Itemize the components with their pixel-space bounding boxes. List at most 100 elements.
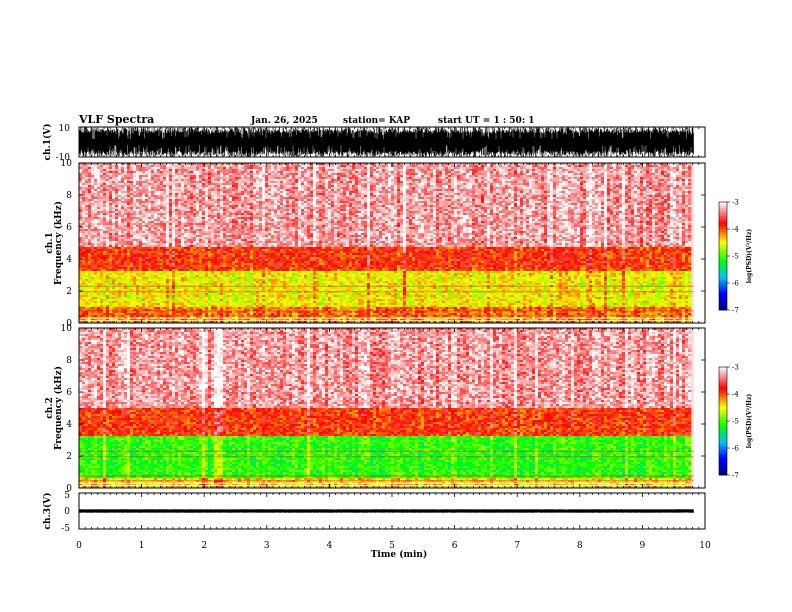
spectrogram-cell xyxy=(544,169,548,172)
spectrogram-cell xyxy=(157,177,161,180)
spectrogram-cell xyxy=(289,209,293,212)
spectrogram-cell xyxy=(487,195,491,198)
spectrogram-cell xyxy=(145,185,149,188)
spectrogram-cell xyxy=(136,193,140,196)
spectrogram-cell xyxy=(124,171,128,174)
spectrogram-cell xyxy=(277,167,281,170)
spectrogram-cell xyxy=(112,163,116,166)
spectrogram-cell xyxy=(547,195,551,198)
spectrogram-cell xyxy=(88,175,92,178)
spectrogram-cell xyxy=(199,199,203,202)
spectrogram-cell xyxy=(454,191,458,194)
spectrogram-cell xyxy=(574,167,578,170)
spectrogram-cell xyxy=(475,179,479,182)
spectrogram-cell xyxy=(559,191,563,194)
spectrogram-cell xyxy=(406,199,410,202)
spectrogram-cell xyxy=(679,195,683,198)
spectrogram-cell xyxy=(325,201,329,204)
spectrogram-cell xyxy=(661,199,665,202)
spectrogram-cell xyxy=(577,195,581,198)
spectrogram-cell xyxy=(163,207,167,210)
spectrogram-cell xyxy=(607,195,611,198)
spectrogram-cell xyxy=(502,177,506,180)
spectrogram-cell xyxy=(460,183,464,186)
spectrogram-cell xyxy=(583,201,587,204)
spectrogram-cell xyxy=(451,177,455,180)
spectrogram-cell xyxy=(646,199,650,202)
spectrogram-cell xyxy=(307,187,311,190)
spectrogram-cell xyxy=(148,165,152,168)
spectrogram-cell xyxy=(619,173,623,176)
spectrogram-cell xyxy=(160,203,164,206)
spectrogram-cell xyxy=(127,185,131,188)
spectrogram-cell xyxy=(190,177,194,180)
spectrogram-cell xyxy=(565,191,569,194)
spectrogram-cell xyxy=(349,165,353,168)
spectrogram-cell xyxy=(283,163,287,166)
spectrogram-cell xyxy=(436,163,440,166)
spectrogram-cell xyxy=(181,203,185,206)
spectrogram-cell xyxy=(463,183,467,186)
spectrogram-cell xyxy=(94,173,98,176)
spectrogram-cell xyxy=(394,187,398,190)
spectrogram-cell xyxy=(316,187,320,190)
spectrogram-cell xyxy=(535,175,539,178)
spectrogram-cell xyxy=(127,173,131,176)
spectrogram-cell xyxy=(355,187,359,190)
spectrogram-cell xyxy=(469,175,473,178)
spectrogram-cell xyxy=(319,195,323,198)
spectrogram-cell xyxy=(376,163,380,166)
spectrogram-cell xyxy=(442,167,446,170)
spectrogram-cell xyxy=(490,181,494,184)
spectrogram-cell xyxy=(235,165,239,168)
spectrogram-cell xyxy=(454,175,458,178)
spectrogram-cell xyxy=(79,173,83,176)
spectrogram-cell xyxy=(580,167,584,170)
spectrogram-cell xyxy=(613,187,617,190)
spectrogram-cell xyxy=(172,173,176,176)
spectrogram-cell xyxy=(457,195,461,198)
spectrogram-cell xyxy=(397,183,401,186)
spectrogram-cell xyxy=(676,183,680,186)
spectrogram-cell xyxy=(571,203,575,206)
spectrogram-cell xyxy=(82,209,86,212)
spectrogram-cell xyxy=(232,185,236,188)
spectrogram-cell xyxy=(679,191,683,194)
spectrogram-cell xyxy=(322,193,326,196)
spectrogram-cell xyxy=(238,201,242,204)
spectrogram-cell xyxy=(79,205,83,208)
spectrogram-cell xyxy=(472,177,476,180)
spectrogram-cell xyxy=(523,169,527,172)
spectrogram-cell xyxy=(295,195,299,198)
spectrogram-cell xyxy=(214,193,218,196)
spectrogram-cell xyxy=(148,193,152,196)
spectrogram-cell xyxy=(544,163,548,166)
spectrogram-cell xyxy=(454,207,458,210)
spectrogram-cell xyxy=(646,169,650,172)
spectrogram-cell xyxy=(469,201,473,204)
spectrogram-cell xyxy=(550,181,554,184)
spectrogram-cell xyxy=(343,195,347,198)
spectrogram-cell xyxy=(136,169,140,172)
spectrogram-cell xyxy=(487,167,491,170)
spectrogram-cell xyxy=(175,177,179,180)
spectrogram-cell xyxy=(592,175,596,178)
spectrogram-cell xyxy=(484,169,488,172)
spectrogram-cell xyxy=(250,179,254,182)
spectrogram-cell xyxy=(307,167,311,170)
spectrogram-cell xyxy=(388,177,392,180)
spectrogram-cell xyxy=(652,165,656,168)
spectrogram-cell xyxy=(634,193,638,196)
spectrogram-cell xyxy=(538,197,542,200)
spectrogram-cell xyxy=(265,199,269,202)
spectrogram-cell xyxy=(220,179,224,182)
spectrogram-cell xyxy=(265,201,269,204)
spectrogram-cell xyxy=(364,197,368,200)
spectrogram-cell xyxy=(256,191,260,194)
spectrogram-cell xyxy=(301,201,305,204)
spectrogram-cell xyxy=(373,169,377,172)
spectrogram-cell xyxy=(280,183,284,186)
spectrogram-cell xyxy=(652,187,656,190)
spectrogram-cell xyxy=(283,185,287,188)
spectrogram-cell xyxy=(316,167,320,170)
